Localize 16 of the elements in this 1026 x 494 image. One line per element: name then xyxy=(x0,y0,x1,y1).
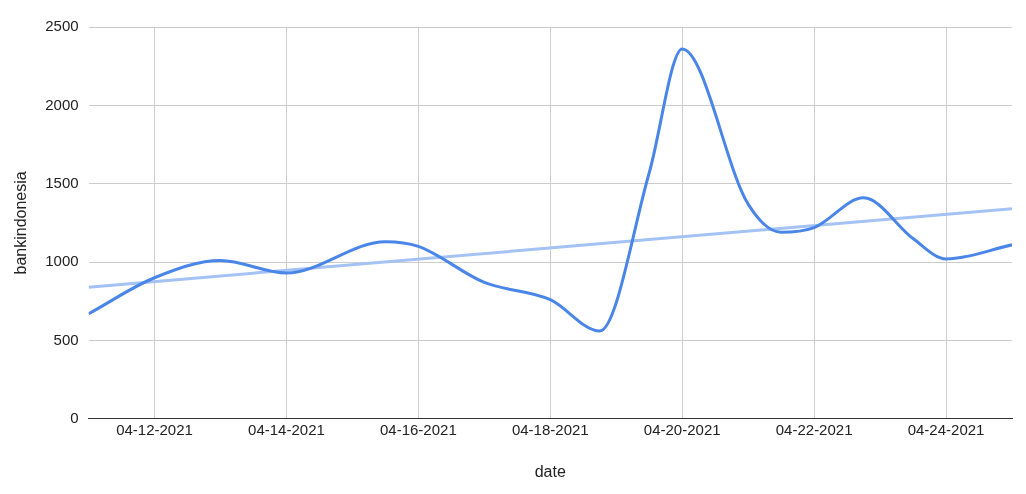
line-series xyxy=(88,47,1012,333)
x-tick-label: 04-22-2021 xyxy=(775,420,853,438)
x-axis-title: date xyxy=(534,462,566,480)
x-tick-label: 04-24-2021 xyxy=(907,420,985,438)
x-tick-label: 04-16-2021 xyxy=(380,420,457,438)
y-tick-label: 500 xyxy=(53,330,79,348)
x-tick-label: 04-14-2021 xyxy=(248,420,325,438)
y-tick-label: 1500 xyxy=(45,173,79,191)
y-tick-label: 1000 xyxy=(45,252,79,270)
y-tick-label: 0 xyxy=(70,408,79,426)
y-axis-title: bankindonesia xyxy=(12,171,30,275)
x-tick-label: 04-18-2021 xyxy=(511,420,589,438)
x-tick-label: 04-12-2021 xyxy=(116,420,193,438)
y-tick-label: 2000 xyxy=(45,95,79,113)
x-tick-label: 04-20-2021 xyxy=(643,420,721,438)
y-tick-label: 2500 xyxy=(45,17,79,35)
